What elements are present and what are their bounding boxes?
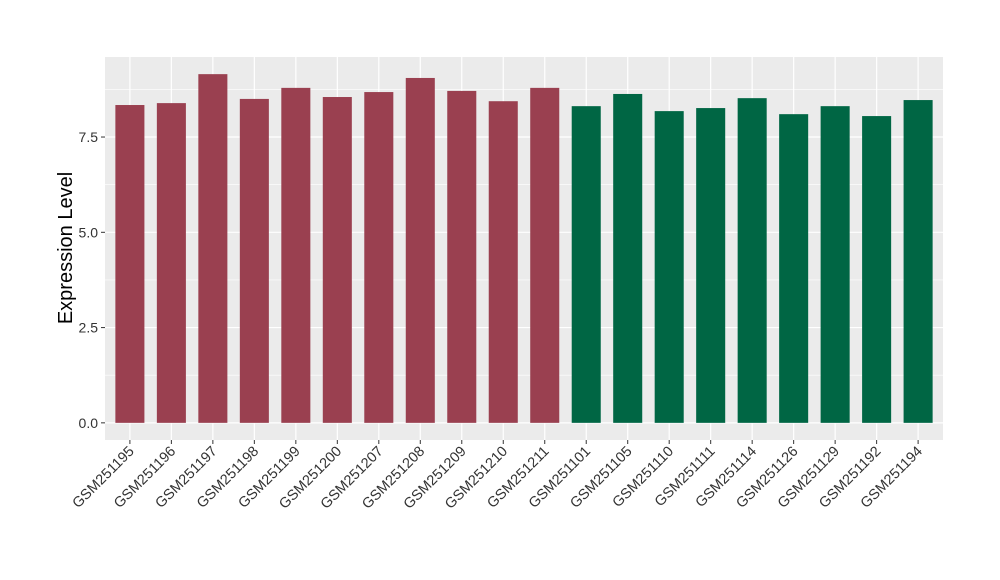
bar-GSM251192 <box>862 116 892 423</box>
bar-GSM251196 <box>156 103 186 423</box>
y-tick-label: 5.0 <box>79 224 99 240</box>
bar-GSM251129 <box>820 106 850 423</box>
y-tick-label: 7.5 <box>79 129 99 145</box>
bar-GSM251210 <box>488 101 518 423</box>
bar-GSM251200 <box>322 97 352 423</box>
bar-GSM251207 <box>364 92 394 423</box>
y-axis-label: Expression Level <box>55 172 77 324</box>
bar-GSM251197 <box>198 74 228 423</box>
bar-GSM251111 <box>696 108 726 423</box>
bar-GSM251110 <box>654 111 684 423</box>
bar-GSM251195 <box>115 105 145 423</box>
y-tick-label: 2.5 <box>79 320 99 336</box>
bar-GSM251114 <box>737 98 767 423</box>
bar-GSM251211 <box>530 87 560 423</box>
bar-GSM251126 <box>779 114 809 423</box>
bar-GSM251105 <box>613 93 643 423</box>
y-tick-label: 0.0 <box>79 415 99 431</box>
plot-panel <box>105 57 943 440</box>
bar-GSM251198 <box>239 98 269 423</box>
bar-GSM251199 <box>281 87 311 423</box>
bar-GSM251208 <box>405 77 435 423</box>
bar-GSM251101 <box>571 106 601 423</box>
bar-GSM251209 <box>447 90 477 423</box>
bar-GSM251194 <box>903 100 933 423</box>
